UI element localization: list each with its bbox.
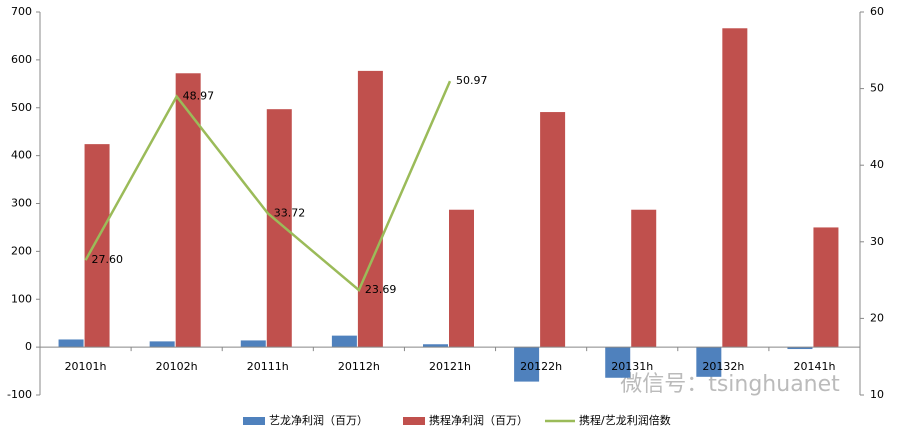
y-tick-label: 600 — [11, 53, 32, 66]
y2-tick-label: 10 — [870, 388, 884, 401]
legend-swatch — [403, 417, 425, 425]
x-tick-label: 20101h — [65, 360, 107, 373]
x-tick-label: 20102h — [156, 360, 198, 373]
bar — [331, 335, 357, 348]
y-tick-label: 0 — [25, 340, 32, 353]
bar — [631, 209, 657, 348]
x-tick-label: 20122h — [520, 360, 562, 373]
line — [84, 80, 452, 293]
legend-label: 携程/艺龙利润倍数 — [579, 413, 671, 427]
y2-tick-label: 60 — [870, 5, 884, 18]
data-label: 23.69 — [365, 283, 397, 296]
bar — [423, 344, 448, 348]
bar — [58, 339, 84, 348]
x-tick-label: 20131h — [611, 360, 653, 373]
bar — [175, 73, 201, 348]
y-tick-label: 200 — [11, 244, 32, 257]
bar — [514, 347, 540, 382]
y2-tick-label: 40 — [870, 158, 884, 171]
data-label: 33.72 — [274, 206, 306, 219]
bar — [696, 347, 722, 377]
x-tick-label: 20132h — [702, 360, 744, 373]
x-tick-label: 20121h — [429, 360, 471, 373]
bar — [84, 144, 110, 348]
bar — [449, 209, 474, 348]
x-tick-label: 20141h — [793, 360, 835, 373]
data-label: 27.60 — [92, 253, 124, 266]
y-tick-label: 700 — [11, 5, 32, 18]
y2-tick-label: 50 — [870, 82, 884, 95]
bar — [722, 28, 748, 348]
legend-label: 携程净利润（百万） — [429, 413, 528, 427]
y-tick-label: 100 — [11, 292, 32, 305]
bar — [149, 341, 175, 348]
watermark: 微信号：tsinghuanet — [620, 372, 840, 397]
y2-tick-label: 30 — [870, 235, 884, 248]
y-tick-label: 300 — [11, 197, 32, 210]
data-label: 50.97 — [456, 74, 488, 87]
data-label: 48.97 — [183, 89, 215, 102]
bar — [813, 227, 839, 348]
y-tick-label: -100 — [7, 388, 32, 401]
y-tick-label: 400 — [11, 149, 32, 162]
bar — [357, 70, 383, 348]
bar — [540, 112, 566, 348]
bar — [266, 109, 292, 348]
x-tick-label: 20112h — [338, 360, 380, 373]
bar — [787, 347, 813, 350]
bar — [240, 340, 266, 348]
x-tick-label: 20111h — [247, 360, 289, 373]
y-tick-label: 500 — [11, 101, 32, 114]
legend-swatch — [243, 417, 265, 425]
bar — [605, 347, 631, 378]
y2-tick-label: 20 — [870, 311, 884, 324]
legend-label: 艺龙净利润（百万） — [269, 413, 368, 427]
